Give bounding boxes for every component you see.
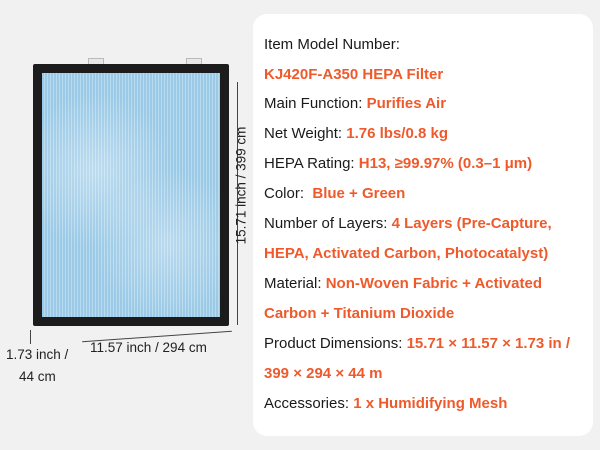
spec-weight: Net Weight: 1.76 lbs/0.8 kg [264, 125, 448, 143]
depth-dimension-line [30, 330, 31, 344]
spec-material: Material: Non-Woven Fabric + Activated [264, 275, 542, 293]
spec-card: Item Model Number: KJ420F-A350 HEPA Filt… [253, 14, 593, 436]
spec-model-label: Item Model Number: [264, 36, 400, 53]
value: 4 Layers (Pre-Capture, [391, 215, 552, 232]
spec-dimensions-cont: 399 × 294 × 44 m [264, 365, 383, 382]
filter-media [42, 73, 220, 317]
spec-material-cont: Carbon + Titanium Dioxide [264, 305, 455, 322]
value: Purifies Air [366, 95, 447, 112]
label: Material: [264, 275, 322, 292]
label: Color: [264, 185, 305, 202]
value: H13, ≥99.97% (0.3–1 μm) [358, 155, 533, 172]
spec-model-value: KJ420F-A350 HEPA Filter [264, 66, 444, 83]
value: Non-Woven Fabric + Activated [325, 275, 542, 292]
spec-function: Main Function: Purifies Air [264, 95, 446, 113]
filter-frame [33, 64, 229, 326]
spec-color: Color: Blue + Green [264, 185, 405, 203]
label: Product Dimensions: [264, 335, 403, 352]
depth-label-line1: 1.73 inch / [6, 347, 69, 362]
value: 1.76 lbs/0.8 kg [346, 125, 448, 142]
spec-layers: Number of Layers: 4 Layers (Pre-Capture, [264, 215, 552, 233]
height-label: 15.71 inch / 399 cm [233, 126, 249, 245]
height-dimension-line [237, 82, 238, 325]
depth-label-line2: 44 cm [19, 369, 56, 384]
spec-rating: HEPA Rating: H13, ≥99.97% (0.3–1 μm) [264, 155, 532, 173]
label: Main Function: [264, 95, 363, 112]
value: Blue + Green [312, 185, 406, 202]
spec-dimensions: Product Dimensions: 15.71 × 11.57 × 1.73… [264, 335, 570, 353]
label: Net Weight: [264, 125, 343, 142]
value: 15.71 × 11.57 × 1.73 in / [406, 335, 571, 352]
spec-accessories: Accessories: 1 x Humidifying Mesh [264, 395, 507, 413]
label: HEPA Rating: [264, 155, 355, 172]
spec-layers-cont: HEPA, Activated Carbon, Photocatalyst) [264, 245, 549, 262]
width-label: 11.57 inch / 294 cm [90, 340, 207, 355]
value: 1 x Humidifying Mesh [353, 395, 508, 412]
label: Accessories: [264, 395, 350, 412]
label: Number of Layers: [264, 215, 388, 232]
